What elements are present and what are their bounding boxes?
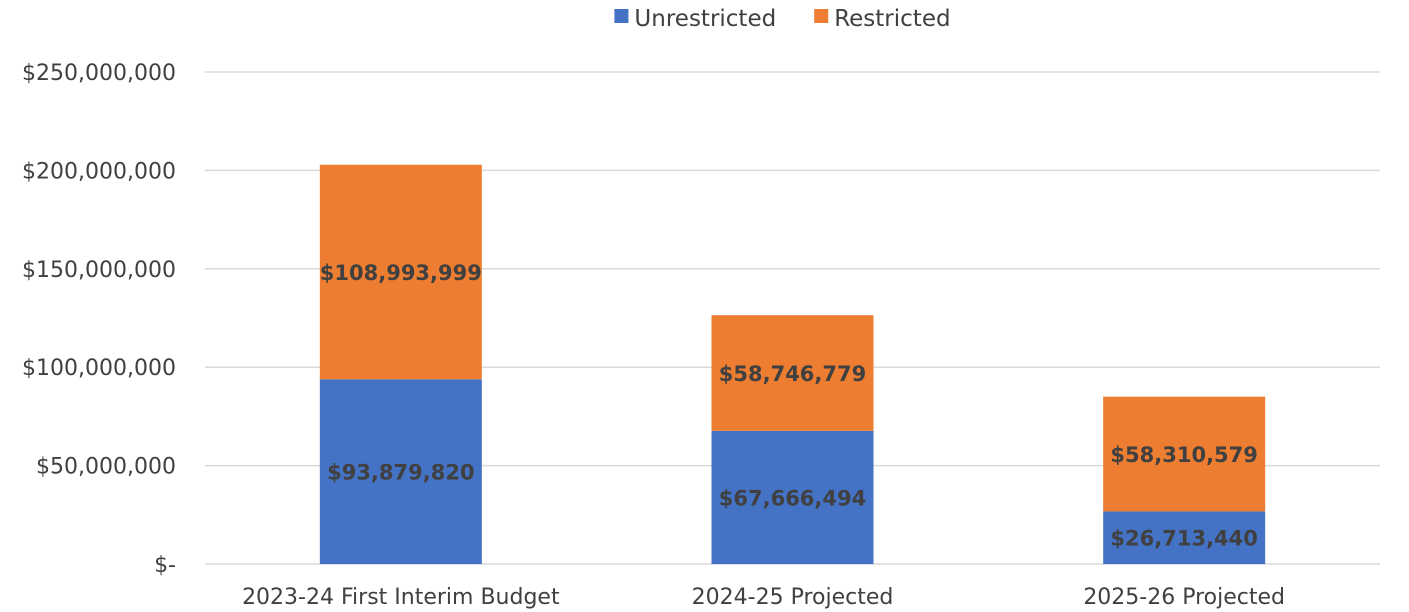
data-label-restricted: $58,310,579 — [1110, 443, 1257, 467]
y-tick-label: $250,000,000 — [22, 61, 176, 86]
legend: Unrestricted Restricted — [614, 6, 951, 32]
legend-item-unrestricted: Unrestricted — [614, 6, 776, 32]
y-tick-label: $50,000,000 — [36, 455, 176, 480]
x-tick-label: 2023-24 First Interim Budget — [242, 585, 560, 610]
data-label-unrestricted: $93,879,820 — [327, 461, 474, 485]
legend-swatch — [814, 9, 829, 23]
y-tick-label: $- — [154, 553, 176, 578]
bar-restricted — [711, 315, 874, 431]
x-axis: 2023-24 First Interim Budget 2024-25 Proj… — [242, 585, 1285, 610]
bar-restricted — [319, 164, 482, 380]
x-tick-label: 2024-25 Projected — [692, 585, 894, 610]
y-axis: $- $50,000,000 $100,000,000 $150,000,000 $20… — [22, 61, 176, 578]
y-tick-label: $150,000,000 — [22, 258, 176, 283]
data-label-restricted: $58,746,779 — [719, 362, 866, 386]
bar-unrestricted — [711, 430, 874, 564]
x-tick-label: 2025-26 Projected — [1083, 585, 1285, 610]
bars — [319, 164, 1266, 564]
data-label-unrestricted: $26,713,440 — [1110, 527, 1257, 551]
y-tick-label: $200,000,000 — [22, 159, 176, 184]
bar-unrestricted — [319, 379, 482, 564]
data-labels: $93,879,820 $108,993,999 $67,666,494 $58,74… — [320, 261, 1258, 551]
legend-swatch — [614, 9, 629, 23]
data-label-unrestricted: $67,666,494 — [719, 486, 866, 510]
legend-item-restricted: Restricted — [814, 6, 951, 32]
bar-unrestricted — [1103, 511, 1266, 564]
data-label-restricted: $108,993,999 — [320, 261, 482, 285]
legend-label: Unrestricted — [634, 6, 776, 32]
legend-label: Restricted — [834, 6, 950, 32]
y-tick-label: $100,000,000 — [22, 356, 176, 381]
bar-restricted — [1103, 396, 1266, 512]
